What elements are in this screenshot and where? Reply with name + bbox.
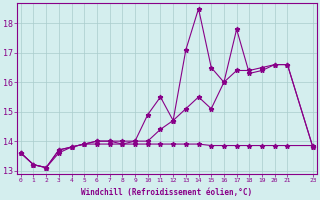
X-axis label: Windchill (Refroidissement éolien,°C): Windchill (Refroidissement éolien,°C): [81, 188, 252, 197]
